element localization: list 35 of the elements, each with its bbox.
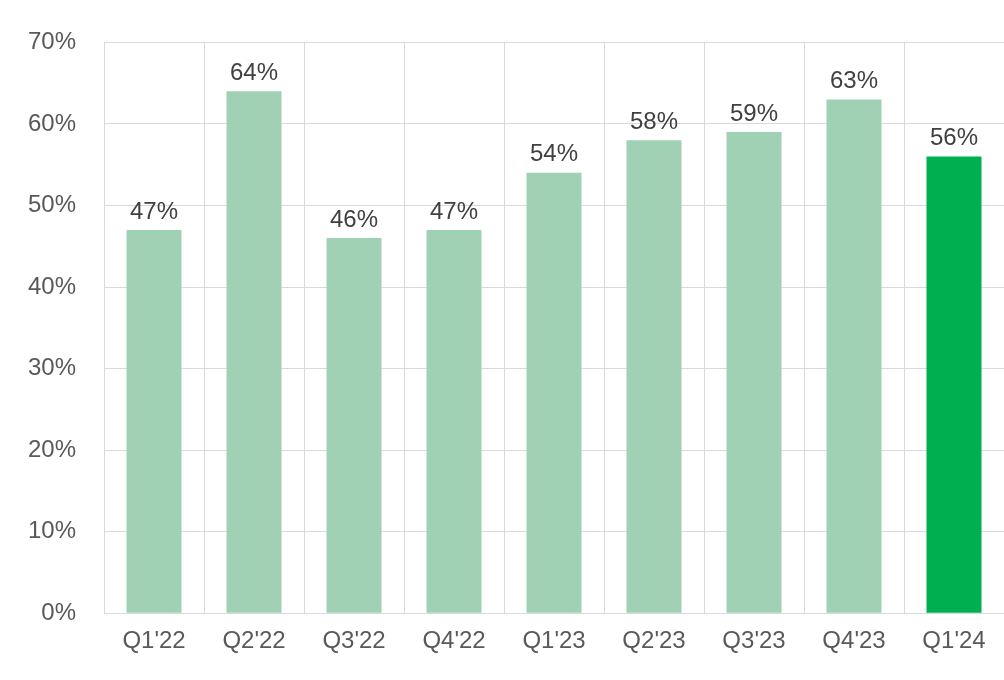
data-label: 47% — [130, 196, 179, 224]
y-tick-label: 30% — [27, 353, 77, 381]
x-tick-label: Q3'22 — [322, 626, 386, 654]
x-tick-label: Q1'24 — [922, 626, 986, 654]
x-tick-label: Q3'23 — [722, 626, 786, 654]
x-tick-label: Q1'23 — [522, 626, 586, 654]
bar — [226, 91, 282, 613]
x-tick-label: Q2'23 — [622, 626, 686, 654]
y-tick-label: 40% — [27, 271, 77, 299]
x-tick-label: Q2'22 — [222, 626, 286, 654]
data-label: 47% — [430, 196, 479, 224]
bar — [526, 172, 582, 613]
y-tick-label: 10% — [27, 516, 77, 544]
bar — [926, 156, 982, 613]
bar — [726, 132, 782, 613]
data-label: 58% — [629, 106, 679, 134]
bar — [326, 238, 382, 613]
bar — [626, 140, 682, 613]
y-tick-label: 20% — [27, 434, 77, 462]
x-tick-label: Q1'22 — [122, 626, 186, 654]
y-tick-label: 50% — [27, 190, 77, 218]
data-label: 64% — [230, 57, 279, 85]
y-tick-label: 70% — [27, 27, 77, 55]
data-label: 56% — [929, 123, 979, 151]
bar — [126, 229, 182, 613]
y-tick-label: 0% — [41, 597, 77, 625]
x-tick-label: Q4'22 — [422, 626, 486, 654]
bar — [426, 229, 482, 613]
data-label: 59% — [729, 98, 779, 126]
x-tick-label: Q4'23 — [822, 626, 886, 654]
data-label: 63% — [829, 66, 879, 94]
bar — [826, 99, 882, 613]
data-label: 54% — [529, 139, 579, 167]
y-tick-label: 60% — [27, 108, 77, 136]
data-label: 46% — [330, 204, 379, 232]
